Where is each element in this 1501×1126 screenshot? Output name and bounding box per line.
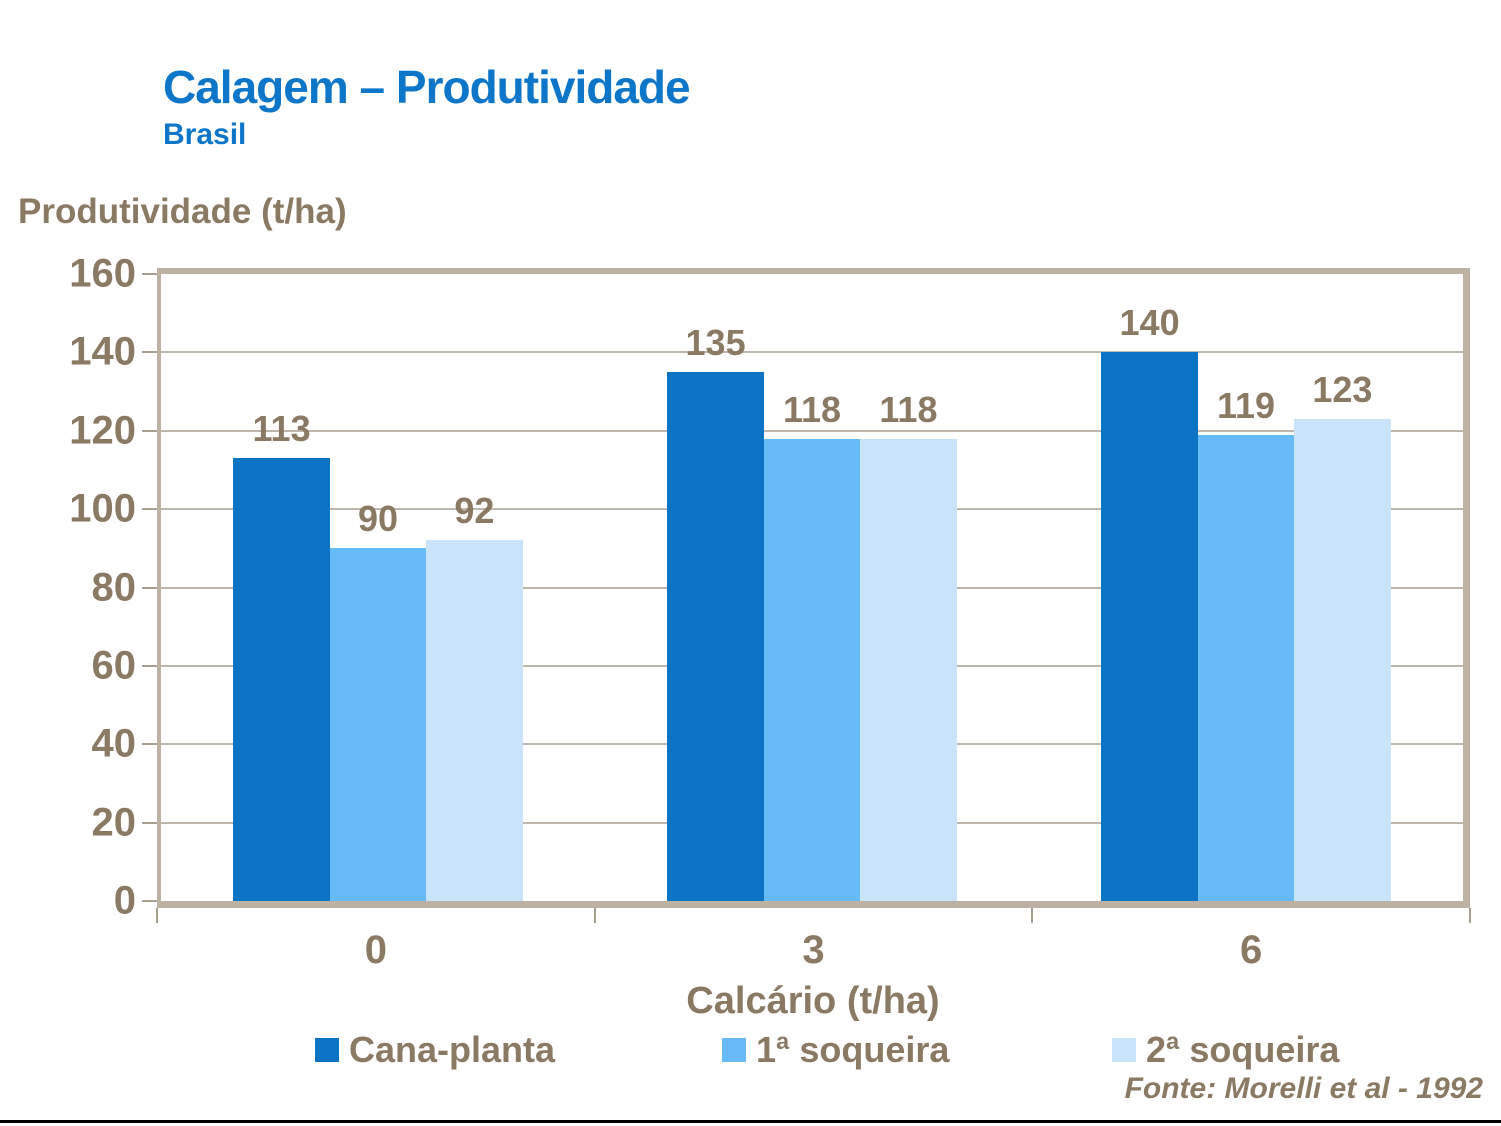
x-category-label: 6 xyxy=(1240,928,1263,972)
bar xyxy=(329,548,427,901)
bar xyxy=(1197,434,1295,901)
legend-swatch xyxy=(722,1038,746,1062)
bar xyxy=(1101,352,1198,901)
legend-item: Cana-planta xyxy=(315,1026,555,1074)
y-tick-label: 140 xyxy=(69,329,136,374)
y-tick-label: 120 xyxy=(69,408,136,453)
y-tick-mark xyxy=(142,586,157,589)
bar-value-label: 123 xyxy=(1312,369,1373,410)
bar-value-label: 118 xyxy=(782,388,842,430)
gridline xyxy=(161,429,1463,432)
source-credit: Fonte: Morelli et al - 1992 xyxy=(1124,1072,1483,1105)
bar xyxy=(860,438,957,901)
plot-layer: 113 90 92 135 118 118 140 119 123 xyxy=(161,274,1463,901)
legend-swatch xyxy=(1112,1038,1136,1062)
bar-value-label: 135 xyxy=(685,321,746,363)
legend-item: 2ª soqueira xyxy=(1112,1026,1339,1074)
x-axis-title: Calcário (t/ha) xyxy=(686,980,940,1022)
y-tick-label: 160 xyxy=(69,251,136,296)
legend-item: 1ª soqueira xyxy=(722,1026,949,1074)
bar-value-label: 92 xyxy=(454,490,495,532)
bar xyxy=(763,438,861,901)
x-category-label: 0 xyxy=(364,928,387,972)
legend-swatch xyxy=(315,1038,339,1062)
y-tick-mark xyxy=(142,664,157,667)
bottom-rule xyxy=(0,1120,1501,1123)
y-tick-mark xyxy=(142,273,157,275)
y-tick-label: 40 xyxy=(91,721,137,766)
legend: Cana-planta 1ª soqueira 2ª soqueira xyxy=(0,1026,1501,1074)
y-tick-label: 20 xyxy=(91,800,137,845)
y-tick-label: 60 xyxy=(91,643,137,688)
bar xyxy=(233,458,330,901)
y-tick-label: 100 xyxy=(69,486,136,531)
y-tick-mark xyxy=(142,900,157,902)
plot-area: 113 90 92 135 118 118 140 119 123 xyxy=(157,268,1470,908)
y-tick-label: 80 xyxy=(91,565,137,609)
x-tick-mark xyxy=(1469,908,1471,923)
y-tick-label: 0 xyxy=(113,878,136,923)
bar-value-label: 90 xyxy=(357,498,399,540)
legend-label: Cana-planta xyxy=(349,1029,556,1070)
x-tick-mark xyxy=(1031,908,1034,923)
y-tick-mark xyxy=(142,743,157,746)
bar-value-label: 118 xyxy=(879,388,938,430)
y-tick-mark xyxy=(142,508,157,511)
bar xyxy=(1294,419,1391,901)
bar-value-label: 140 xyxy=(1119,302,1180,344)
x-tick-mark xyxy=(593,908,596,923)
bar xyxy=(426,540,523,901)
page-subtitle: Brasil xyxy=(163,118,247,151)
bar-value-label: 113 xyxy=(252,408,311,450)
x-tick-mark xyxy=(156,908,158,923)
x-category-label: 3 xyxy=(802,928,825,972)
page-title: Calagem – Produtividade xyxy=(163,61,691,113)
bar xyxy=(667,371,764,901)
bar-value-label: 119 xyxy=(1216,384,1276,426)
y-tick-mark xyxy=(142,351,157,354)
legend-label: 1ª soqueira xyxy=(756,1029,950,1070)
y-tick-mark xyxy=(142,429,157,432)
legend-label: 2ª soqueira xyxy=(1146,1029,1340,1070)
gridline xyxy=(161,351,1463,354)
y-tick-mark xyxy=(142,821,157,824)
y-axis-title: Produtividade (t/ha) xyxy=(18,192,347,231)
